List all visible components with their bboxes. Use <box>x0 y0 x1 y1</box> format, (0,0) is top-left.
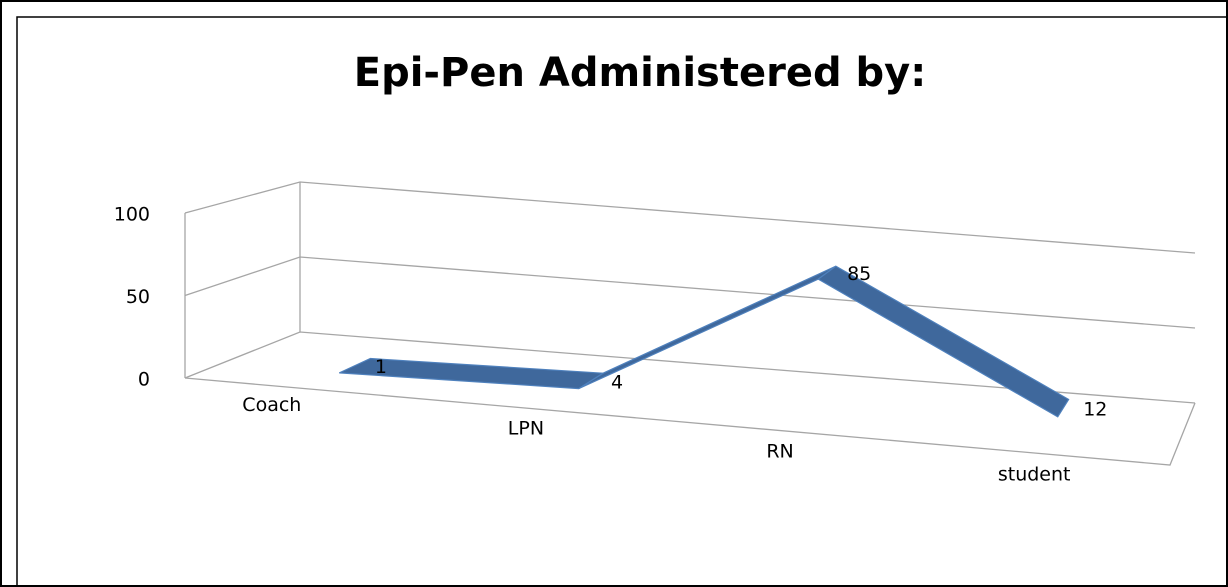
data-label: 1 <box>375 356 387 378</box>
inner-frame <box>16 16 1228 587</box>
ribbon-segment <box>817 265 1070 418</box>
y-tick-label: 50 <box>126 286 150 308</box>
x-tick-label: LPN <box>508 417 544 439</box>
x-tick-label: Coach <box>242 394 301 416</box>
y-tick-label: 100 <box>114 204 150 226</box>
data-label: 4 <box>611 371 623 393</box>
x-tick-label: student <box>998 464 1071 486</box>
x-tick-label: RN <box>766 440 793 462</box>
floor-edge <box>184 377 1196 466</box>
data-label: 12 <box>1083 399 1107 421</box>
y-tick-label: 0 <box>138 369 150 391</box>
data-label: 85 <box>847 263 871 285</box>
chart-title: Epi-Pen Administered by: <box>354 50 926 96</box>
plot-area: 0 50 100 Coach LPN RN student 1 4 85 12 <box>114 181 1196 486</box>
